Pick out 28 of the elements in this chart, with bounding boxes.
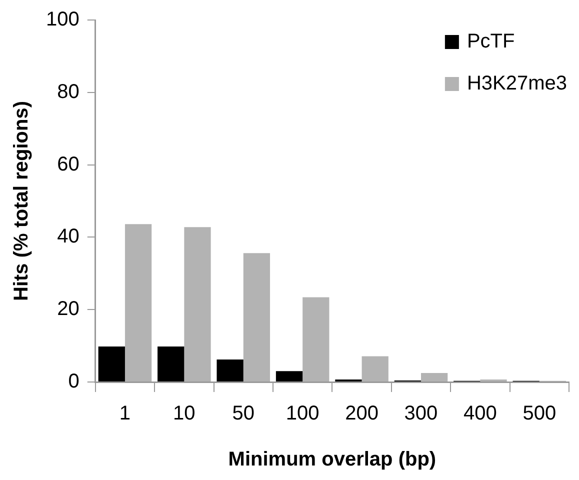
bar xyxy=(276,371,303,382)
y-tick-label: 0 xyxy=(68,370,80,393)
y-axis-title: Hits (% total regions) xyxy=(10,100,33,302)
x-axis-title: Minimum overlap (bp) xyxy=(228,448,436,471)
bar xyxy=(124,224,152,382)
y-tick-label: 80 xyxy=(57,80,80,103)
x-tick-label: 10 xyxy=(173,402,196,425)
y-tick-label: 20 xyxy=(57,298,80,320)
x-tick-label: 400 xyxy=(464,402,497,425)
bar xyxy=(243,253,270,382)
x-tick-label: 300 xyxy=(404,402,438,425)
x-tick-label: 50 xyxy=(232,402,255,425)
bar xyxy=(216,360,244,382)
bar xyxy=(362,356,388,382)
y-tick-label: 60 xyxy=(57,153,80,176)
bar xyxy=(420,372,448,382)
y-tick-label: 100 xyxy=(46,8,80,31)
x-tick-label: 500 xyxy=(522,402,556,425)
bar xyxy=(302,297,330,382)
legend-label: H3K27me3 xyxy=(466,72,568,95)
legend-label: PcTF xyxy=(466,30,515,53)
x-tick-label: 200 xyxy=(345,402,378,425)
bar xyxy=(158,346,184,382)
bar xyxy=(184,227,211,382)
x-tick-label: 100 xyxy=(286,402,320,425)
x-tick-label: 1 xyxy=(119,402,131,425)
bar xyxy=(98,346,125,382)
y-tick-label: 40 xyxy=(57,226,80,248)
